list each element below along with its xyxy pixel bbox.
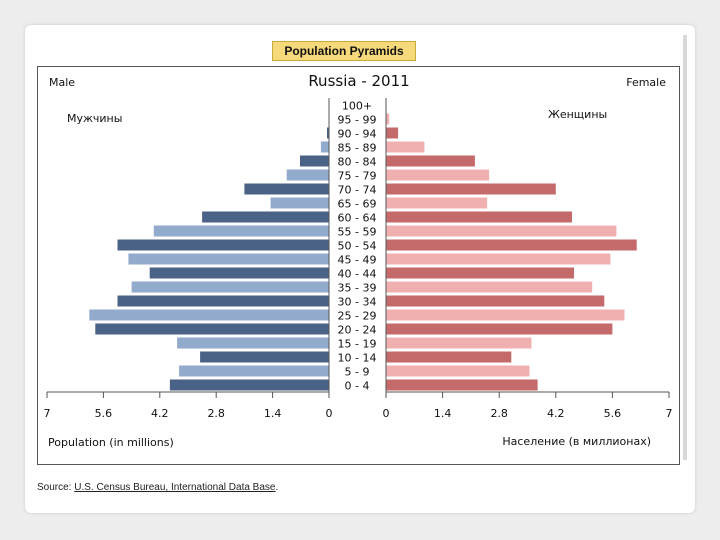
age-label: 35 - 39 [338,282,377,295]
male-bar-40-44 [149,267,329,279]
age-label: 15 - 19 [338,338,377,351]
female-bar-10-14 [386,351,512,363]
male-bar-80-84 [300,155,329,167]
female-label: Female [626,76,666,89]
age-label: 70 - 74 [338,184,377,197]
female-tick-label: 7 [666,407,673,420]
female-tick-label: 5.6 [604,407,622,420]
male-label: Male [49,76,75,89]
age-label: 95 - 99 [338,114,377,127]
female-bar-20-24 [386,323,613,335]
male-bar-55-59 [153,225,329,237]
age-label: 50 - 54 [338,240,377,253]
age-label: 0 - 4 [345,380,370,393]
female-bar-55-59 [386,225,617,237]
source-prefix: Source: [37,482,75,493]
male-bar-0-4 [169,379,329,391]
female-bars [386,99,637,391]
male-bar-65-69 [270,197,329,209]
male-bar-25-29 [89,309,329,321]
male-tick-label: 4.2 [151,407,169,420]
female-bar-45-49 [386,253,611,265]
male-bar-75-79 [286,169,329,181]
title-badge: Population Pyramids [272,41,416,61]
age-label: 10 - 14 [338,352,377,365]
female-label-ru: Женщины [548,108,607,121]
male-tick-label: 2.8 [207,407,225,420]
female-bar-15-19 [386,337,532,349]
male-bar-30-34 [117,295,329,307]
age-label: 65 - 69 [338,198,377,211]
male-bar-15-19 [177,337,329,349]
female-bar-40-44 [386,267,574,279]
male-bar-10-14 [200,351,329,363]
x-axis-label-right: Население (в миллионах) [502,435,651,448]
age-label: 75 - 79 [338,170,377,183]
x-axis-label-left: Population (in millions) [48,436,174,449]
age-label: 20 - 24 [338,324,377,337]
female-tick-label: 4.2 [547,407,565,420]
male-tick-label: 5.6 [95,407,113,420]
female-bar-50-54 [386,239,637,251]
source-link[interactable]: U.S. Census Bureau, International Data B… [74,482,276,493]
female-tick-label: 1.4 [434,407,452,420]
age-label: 100+ [342,100,372,113]
age-label: 55 - 59 [338,226,377,239]
female-tick-label: 0 [383,407,390,420]
female-bar-95-99 [386,113,390,125]
male-tick-label: 1.4 [264,407,282,420]
female-bar-85-89 [386,141,425,153]
female-bar-30-34 [386,295,605,307]
male-bar-45-49 [128,253,329,265]
male-bar-20-24 [95,323,329,335]
age-label: 40 - 44 [338,268,377,281]
male-bars [89,113,329,391]
female-tick-label: 2.8 [490,407,508,420]
source-suffix: . [275,482,279,493]
male-bar-70-74 [244,183,329,195]
age-label: 60 - 64 [338,212,377,225]
age-label: 90 - 94 [338,128,377,141]
female-bar-25-29 [386,309,625,321]
source-note: Source: U.S. Census Bureau, Internationa… [37,482,278,493]
chart-frame [37,66,680,465]
male-bar-5-9 [179,365,329,377]
female-bar-0-4 [386,379,538,391]
male-bar-35-39 [131,281,329,293]
female-bar-70-74 [386,183,556,195]
female-bar-35-39 [386,281,593,293]
male-bar-90-94 [327,127,329,139]
male-tick-label: 7 [44,407,51,420]
age-label: 5 - 9 [345,366,370,379]
age-label: 45 - 49 [338,254,377,267]
female-bar-90-94 [386,127,399,139]
slide-edge [683,35,687,460]
chart-title: Russia - 2011 [308,72,409,90]
axes: 7 5.6 4.2 2.8 1.4 0 0 1.4 2.8 4.2 5.6 7 [44,98,673,420]
male-tick-label: 0 [326,407,333,420]
female-bar-60-64 [386,211,572,223]
female-bar-65-69 [386,197,488,209]
female-bar-80-84 [386,155,475,167]
age-label: 30 - 34 [338,296,377,309]
male-label-ru: Мужчины [67,112,122,125]
male-bar-50-54 [117,239,329,251]
age-label: 80 - 84 [338,156,377,169]
female-bar-75-79 [386,169,490,181]
female-bar-5-9 [386,365,530,377]
age-label: 85 - 89 [338,142,377,155]
male-bar-60-64 [202,211,329,223]
male-bar-85-89 [320,141,329,153]
age-label: 25 - 29 [338,310,377,323]
